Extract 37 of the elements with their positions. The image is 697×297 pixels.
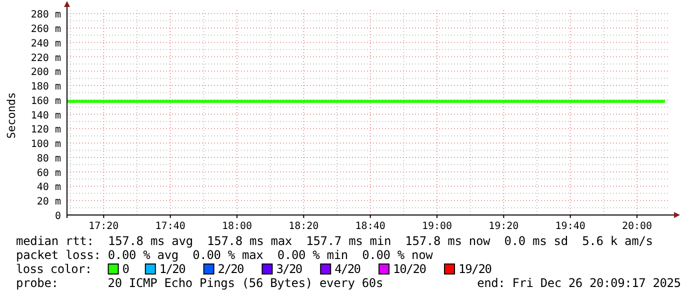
x-tick-label: 17:20 [88, 221, 119, 232]
y-tick-label: 60 m [36, 168, 61, 179]
y-tick-label: 120 m [30, 124, 61, 136]
x-tick-label: 18:20 [288, 221, 319, 232]
text: end: Fri Dec 26 20:09:17 2025 [477, 276, 681, 290]
y-tick-label: 0 [54, 211, 61, 222]
y-tick-label: 160 m [30, 96, 61, 107]
text: packet loss: 0.00 % avg 0.00 % max 0.00 % min 0.00 % now [16, 248, 434, 262]
x-tick-label: 20:00 [622, 221, 652, 232]
y-tick-label: 40 m [36, 182, 61, 194]
x-tick-label: 18:00 [222, 221, 252, 232]
x-tick-label: 19:20 [488, 221, 519, 232]
x-tick-label: 19:00 [422, 221, 452, 232]
legend-label: 19/20 [458, 262, 492, 276]
y-tick-label: 20 m [36, 196, 61, 208]
y-tick-label: 240 m [30, 38, 61, 50]
legend-title: loss color: [16, 262, 92, 276]
y-tick-label: 80 m [36, 153, 61, 164]
text: median rtt: 157.8 ms avg 157.8 ms max 157.7 ms min 157.8 ms now 0.0 ms sd 5.6 k am/s [16, 234, 653, 248]
y-tick-label: 260 m [30, 24, 61, 35]
legend-label: 2/20 [218, 262, 244, 276]
legend-label: 0 [122, 262, 130, 276]
text: probe: 20 ICMP Echo Pings (56 Bytes) every 60s [16, 276, 384, 290]
legend-label: 3/20 [276, 262, 303, 276]
legend-label: 10/20 [393, 262, 426, 276]
y-tick-label: 180 m [30, 82, 61, 93]
y-tick-label: 200 m [30, 67, 61, 78]
x-tick-label: 18:40 [355, 221, 386, 232]
y-tick-label: 100 m [30, 139, 61, 150]
y-tick-label: 220 m [30, 52, 61, 64]
legend-label: 4/20 [334, 262, 361, 276]
x-tick-label: 17:40 [155, 221, 186, 232]
y-tick-label: 140 m [30, 110, 61, 122]
y-tick-label: 280 m [30, 10, 61, 21]
legend-label: 1/20 [159, 262, 186, 276]
y-axis-title: Seconds [5, 92, 18, 139]
x-tick-label: 19:40 [555, 221, 586, 232]
